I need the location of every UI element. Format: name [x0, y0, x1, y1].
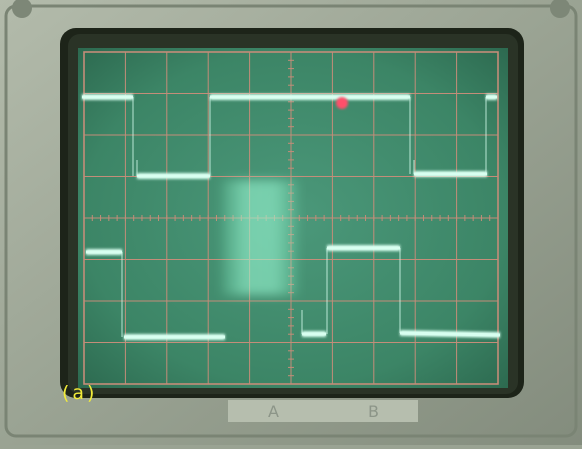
label-b: B [368, 402, 379, 421]
label-a: A [268, 402, 279, 421]
bright-spot [336, 97, 348, 109]
figure-caption: (a) [62, 382, 98, 404]
case-screw-left [12, 0, 32, 18]
case-screw-right [550, 0, 570, 18]
case-edge [4, 4, 578, 438]
glow-band [222, 180, 298, 295]
trace-segment [399, 331, 501, 337]
label-strip [228, 400, 418, 422]
signal-traces-core [82, 95, 501, 339]
